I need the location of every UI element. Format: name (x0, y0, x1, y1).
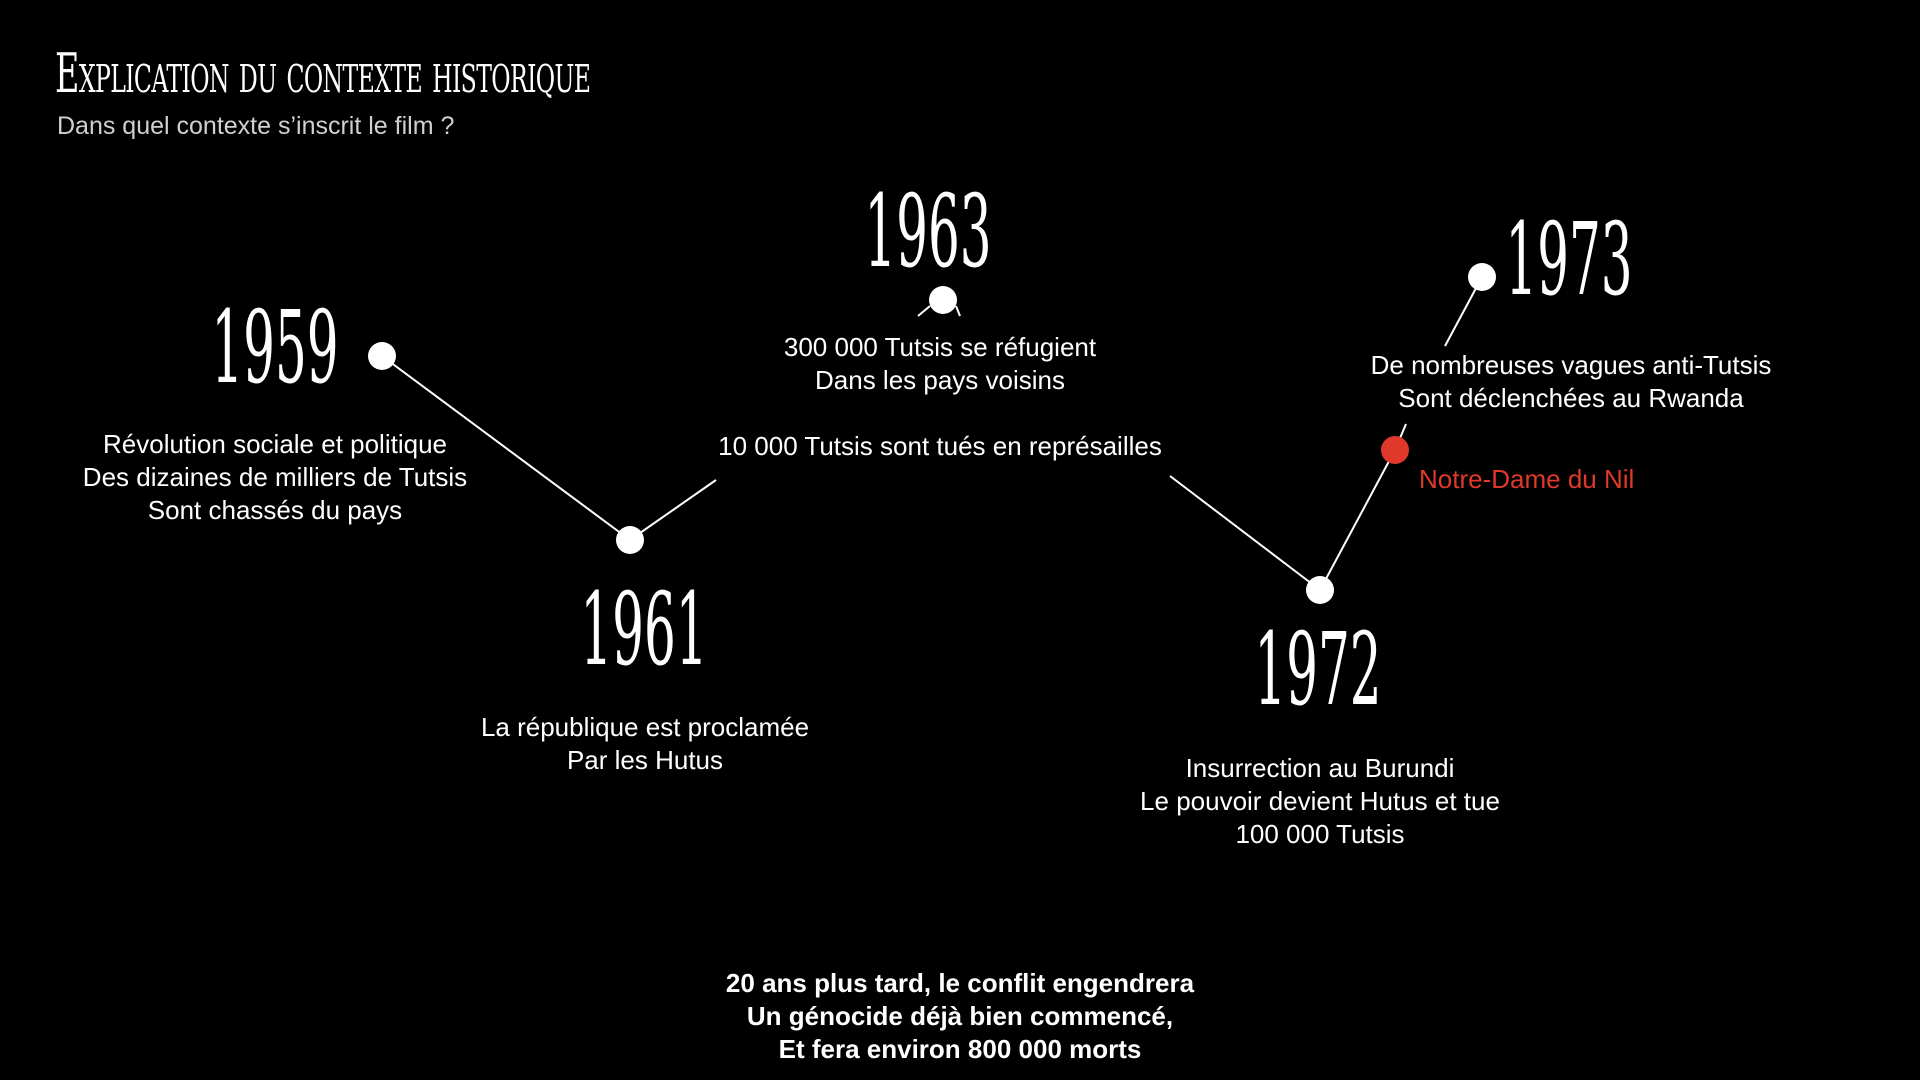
event-1959-description: Révolution sociale et politique Des diza… (75, 428, 475, 527)
event-1972-line: Le pouvoir devient Hutus et tue (1140, 786, 1500, 816)
event-1961-line: Par les Hutus (566, 745, 724, 775)
connector-1963-tick-right (955, 305, 961, 317)
slide-subtitle: Dans quel contexte s’inscrit le film ? (57, 112, 455, 140)
event-1961-description: La république est proclamée Par les Hutu… (445, 711, 845, 777)
event-1973-line: De nombreuses vagues anti-Tutsis (1370, 350, 1772, 380)
event-1963-line: Dans les pays voisins (815, 365, 1065, 395)
year-1961: 1961 (580, 571, 708, 688)
conclusion-line: Un génocide déjà bien commencé, (746, 1001, 1174, 1031)
event-1972-line: 100 000 Tutsis (1235, 819, 1405, 849)
film-marker-label: Notre-Dame du Nil (1419, 464, 1635, 494)
dot-1959 (368, 342, 396, 370)
connector-1972-film (1319, 449, 1396, 591)
event-1973-line: Sont déclenchées au Rwanda (1398, 383, 1744, 413)
dot-1963 (929, 286, 957, 314)
event-1959-line: Des dizaines de milliers de Tutsis (82, 462, 468, 492)
year-1963: 1963 (864, 173, 992, 290)
event-1973-description: De nombreuses vagues anti-Tutsis Sont dé… (1321, 349, 1821, 415)
event-1959-line: Révolution sociale et politique (103, 429, 447, 459)
slide-title: Explication du contexte historique (55, 42, 591, 105)
connector-1963-tick-left (917, 305, 931, 317)
conclusion-line: Et fera environ 800 000 morts (778, 1034, 1142, 1064)
dot-1973 (1468, 263, 1496, 291)
event-1959-line: Sont chassés du pays (147, 495, 403, 525)
timeline-dots (368, 263, 1496, 604)
event-1963-description: 300 000 Tutsis se réfugient Dans les pay… (740, 331, 1140, 397)
year-1973: 1973 (1505, 201, 1633, 318)
event-1972-description: Insurrection au Burundi Le pouvoir devie… (1120, 752, 1520, 851)
connector-1961-1963 (629, 479, 717, 541)
conclusion-text: 20 ans plus tard, le conflit engendrera … (660, 967, 1260, 1066)
event-1972-line: Insurrection au Burundi (1185, 753, 1455, 783)
event-1963-line: 300 000 Tutsis se réfugient (783, 332, 1097, 362)
conclusion-line: 20 ans plus tard, le conflit engendrera (725, 968, 1195, 998)
connector-1959-1961 (381, 355, 631, 541)
dot-film (1381, 436, 1409, 464)
year-1959: 1959 (211, 289, 339, 406)
event-1963-reprisals: 10 000 Tutsis sont tués en représailles (718, 431, 1162, 461)
event-1961-line: La république est proclamée (480, 712, 810, 742)
connector-1963-1972 (1169, 475, 1321, 591)
year-1972: 1972 (1254, 611, 1382, 728)
dot-1972 (1306, 576, 1334, 604)
dot-1961 (616, 526, 644, 554)
